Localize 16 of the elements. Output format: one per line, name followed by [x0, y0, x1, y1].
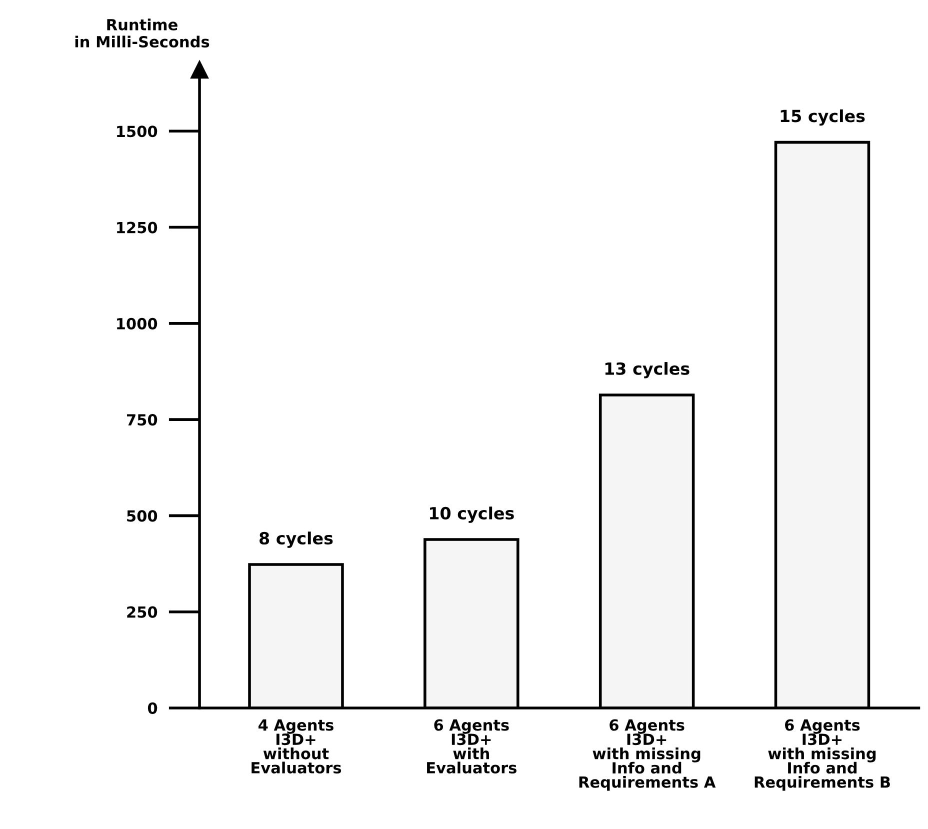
- annotation: 10 cycles: [430, 506, 514, 523]
- x-tick-label: 6 Agents I3D+ with missing Info and Requirements B: [754, 719, 890, 791]
- y-tick-label: 0: [148, 702, 158, 714]
- y-tick-label: 250: [127, 606, 158, 618]
- annotation: 13 cycles: [605, 362, 690, 378]
- y-axis-title: Runtime in Milli-Seconds: [75, 18, 210, 48]
- y-tick-label: 1000: [117, 318, 158, 330]
- y-tick-label: 1500: [117, 126, 158, 138]
- x-tick-label: 4 Agents I3D+ without Evaluators: [252, 719, 342, 774]
- annotation: 8 cycles: [260, 532, 333, 548]
- y-tick-label: 750: [126, 414, 158, 426]
- x-tick-label: 6 Agents I3D+ with Evaluators: [427, 719, 516, 774]
- x-tick-label: 6 Agents I3D+ with missing Info and Requirements A: [579, 719, 716, 791]
- annotation: 15 cycles: [780, 109, 865, 126]
- y-tick-label: 500: [127, 510, 158, 522]
- y-tick-label: 1250: [117, 222, 158, 234]
